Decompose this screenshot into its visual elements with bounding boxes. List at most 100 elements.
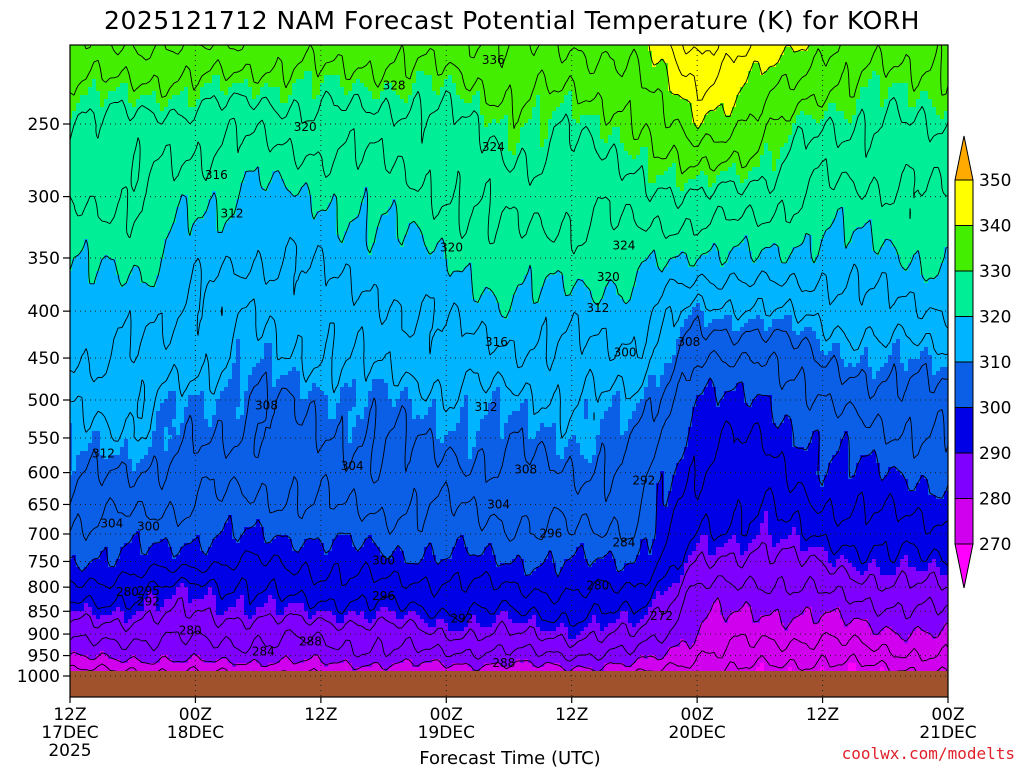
- field-cell: [900, 339, 948, 344]
- field-cell: [560, 663, 605, 668]
- field-cell: [244, 175, 261, 180]
- field-cell: [364, 611, 377, 616]
- field-cell: [784, 315, 793, 320]
- field-cell: [728, 259, 753, 264]
- field-cell: [492, 551, 549, 556]
- field-cell: [396, 611, 409, 616]
- field-cell: [524, 571, 533, 576]
- field-cell: [72, 455, 77, 460]
- field-cell: [696, 263, 721, 268]
- field-cell: [70, 427, 73, 432]
- field-cell: [764, 71, 873, 76]
- field-cell: [704, 319, 713, 324]
- field-cell: [616, 559, 637, 564]
- field-cell: [564, 275, 637, 280]
- field-cell: [944, 255, 948, 260]
- field-cell: [468, 663, 485, 668]
- field-cell: [432, 399, 437, 404]
- field-cell: [272, 351, 677, 356]
- field-cell: [536, 619, 593, 624]
- field-cell: [500, 415, 509, 420]
- field-cell: [760, 619, 781, 624]
- field-cell: [940, 631, 948, 636]
- field-cell: [188, 399, 205, 404]
- field-cell: [848, 455, 861, 460]
- field-cell: [72, 447, 89, 452]
- field-cell: [368, 227, 377, 232]
- field-cell: [748, 319, 765, 324]
- field-cell: [776, 423, 781, 428]
- field-cell: [228, 659, 253, 664]
- field-cell: [588, 623, 601, 628]
- field-cell: [100, 435, 153, 440]
- field-cell: [244, 595, 269, 600]
- field-cell: [548, 135, 601, 140]
- field-cell: [140, 659, 161, 664]
- field-cell: [368, 243, 373, 248]
- field-cell: [128, 439, 153, 444]
- field-cell: [352, 83, 365, 88]
- field-cell: [488, 543, 493, 548]
- field-cell: [496, 619, 513, 624]
- field-cell: [336, 403, 357, 408]
- field-cell: [164, 599, 189, 604]
- field-cell: [344, 383, 349, 388]
- field-cell: [500, 423, 505, 428]
- field-cell: [764, 319, 773, 324]
- field-cell: [436, 427, 457, 432]
- field-cell: [656, 487, 665, 492]
- field-cell: [948, 483, 953, 488]
- field-cell: [528, 271, 533, 276]
- field-cell: [144, 455, 469, 460]
- field-cell: [536, 435, 557, 440]
- field-cell: [236, 211, 313, 216]
- field-cell: [700, 171, 705, 176]
- field-cell: [464, 539, 641, 544]
- field-cell: [70, 327, 681, 332]
- field-cell: [70, 303, 501, 308]
- field-cell: [236, 199, 313, 204]
- field-cell: [260, 175, 273, 180]
- field-cell: [648, 383, 657, 388]
- field-cell: [416, 611, 501, 616]
- field-cell: [172, 423, 181, 428]
- field-cell: [568, 91, 573, 96]
- field-cell: [152, 543, 169, 548]
- field-cell: [588, 407, 609, 412]
- field-cell: [176, 427, 181, 432]
- field-cell: [272, 379, 277, 384]
- field-cell: [156, 419, 173, 424]
- field-cell: [600, 127, 613, 132]
- field-cell: [768, 147, 781, 152]
- field-cell: [672, 91, 741, 96]
- field-cell: [704, 119, 797, 124]
- field-cell: [752, 611, 773, 616]
- field-cell: [748, 235, 805, 240]
- field-cell: [944, 491, 948, 496]
- field-cell: [70, 323, 685, 328]
- field-cell: [872, 243, 885, 248]
- field-cell: [772, 403, 948, 408]
- field-cell: [564, 291, 573, 296]
- field-cell: [788, 627, 873, 632]
- field-cell: [844, 431, 849, 436]
- field-cell: [820, 619, 845, 624]
- field-cell: [596, 619, 617, 624]
- field-cell: [392, 87, 413, 92]
- field-cell: [368, 403, 393, 408]
- field-cell: [224, 523, 233, 528]
- field-cell: [180, 203, 189, 208]
- field-cell: [884, 103, 909, 108]
- field-cell: [908, 103, 917, 108]
- field-cell: [212, 415, 237, 420]
- field-cell: [820, 475, 825, 480]
- field-cell: [656, 503, 665, 508]
- field-cell: [752, 67, 761, 72]
- field-cell: [180, 427, 349, 432]
- field-cell: [696, 123, 701, 128]
- field-cell: [508, 147, 517, 152]
- field-cell: [492, 395, 501, 400]
- field-cell: [748, 247, 765, 252]
- field-cell: [296, 367, 665, 372]
- field-cell: [564, 563, 589, 568]
